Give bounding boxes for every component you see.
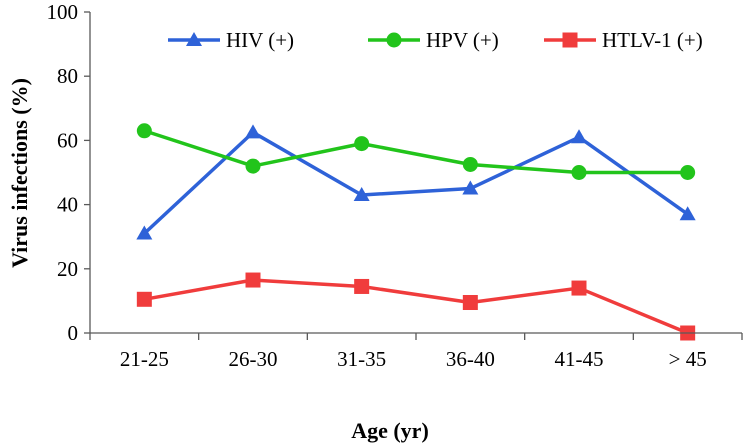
x-tick-label: > 45 [669,347,707,371]
data-point-1-4 [571,165,587,180]
legend-marker-2 [562,32,578,48]
data-point-0-0 [136,225,153,240]
series-line-1 [143,129,688,175]
data-point-1-1 [245,158,261,174]
legend-marker-1 [386,32,402,48]
x-axis-title: Age (yr) [351,418,429,443]
x-tick-label: 26-30 [229,347,278,371]
series-line-2 [144,278,689,335]
x-tick-label: 41-45 [555,347,604,371]
data-point-1-5 [680,165,696,180]
data-point-0-1 [245,124,261,139]
legend-label-1: HPV (+) [426,28,499,52]
y-tick-label: 100 [47,0,79,24]
y-tick-label: 0 [68,321,79,345]
x-tick-label: 21-25 [120,347,169,371]
data-point-0-4 [571,129,587,144]
y-tick-label: 20 [57,257,78,281]
data-point-1-2 [354,136,370,152]
y-tick-label: 40 [57,193,78,217]
legend-label-2: HTLV-1 (+) [602,28,703,52]
y-axis-ticks: 0 20 40 60 80 100 [47,0,90,345]
data-point-2-1 [245,272,261,288]
legend: HIV (+) HPV (+) HTLV-1 (+) [168,28,703,52]
y-axis-title: Virus infections (%) [7,78,32,268]
x-tick-label: 31-35 [337,347,386,371]
data-point-2-3 [462,295,478,311]
x-axis-ticks: 21-25 26-30 31-35 36-40 41-45 > 45 [89,333,743,371]
data-point-2-0 [136,291,152,307]
x-tick-label: 36-40 [446,347,495,371]
legend-label-0: HIV (+) [226,28,294,52]
plot-lines [143,129,689,335]
series-line-0 [143,130,689,235]
data-point-2-2 [354,278,370,294]
legend-marker-0 [186,32,202,46]
y-tick-label: 80 [57,64,78,88]
data-point-0-3 [462,180,479,195]
data-point-1-3 [462,156,478,172]
data-point-2-4 [571,280,587,296]
data-point-0-5 [679,206,696,221]
data-point-0-2 [353,186,370,201]
y-tick-label: 60 [57,128,78,152]
data-point-1-0 [136,123,152,139]
